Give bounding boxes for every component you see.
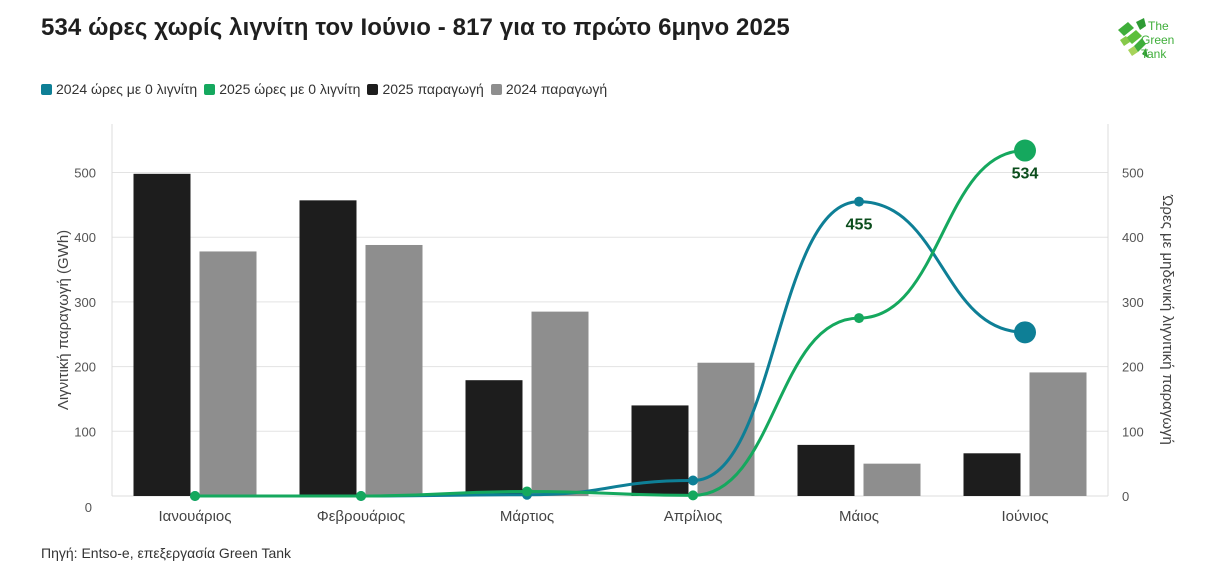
data-label: 534 [1012,166,1039,183]
legend-swatch [367,83,379,95]
x-tick-label: Ιανουάριος [159,508,232,525]
legend-item[interactable]: 2024 ώρες με 0 λιγνίτη [41,81,197,97]
bar-2024 [365,244,423,496]
y2-tick-label: 100 [1122,424,1144,439]
logo-mark-icon [1118,18,1148,58]
bar-2025 [299,200,357,496]
data-label: 455 [846,217,873,234]
y2-tick-label: 300 [1122,295,1144,310]
line-point [1014,321,1036,344]
y2-tick-label: 400 [1122,230,1144,245]
line-point [522,486,532,497]
bar-2024 [531,311,589,496]
line-point [854,196,864,207]
x-tick-label: Ιούνιος [1001,508,1048,525]
chart-title: 534 ώρες χωρίς λιγνίτη τον Ιούνιο - 817 … [41,14,790,41]
logo-text-1: The [1148,19,1169,33]
legend-label: 2024 ώρες με 0 λιγνίτη [56,81,198,97]
bar-2024 [1029,372,1087,496]
y-tick-label: 300 [74,295,96,310]
bar-2024 [199,251,257,496]
x-tick-label: Μάιος [839,508,879,525]
logo-text-2: Green [1141,33,1174,47]
line-point [688,475,698,486]
legend-item[interactable]: 2024 παραγωγή [490,81,608,97]
y-tick-label: 400 [74,230,96,245]
y-tick-label: 0 [85,500,92,515]
legend-item[interactable]: 2025 ώρες με 0 λιγνίτη [204,81,360,97]
y-tick-label: 200 [74,360,96,375]
legend-swatch [490,83,502,95]
line-point [1014,139,1036,162]
logo-text-3: Tank [1141,47,1167,61]
line-point [854,313,864,324]
chart-legend: 2024 ώρες με 0 λιγνίτη 2025 ώρες με 0 λι… [41,81,614,97]
line-point [688,490,698,501]
legend-label: 2025 ώρες με 0 λιγνίτη [219,81,361,97]
line-point [190,491,200,501]
legend-swatch [204,83,216,95]
x-tick-label: Απρίλιος [664,508,723,525]
x-tick-label: Φεβρουάριος [317,508,405,525]
x-tick-label: Μάρτιος [500,508,554,525]
legend-label: 2025 παραγωγή [382,81,484,97]
y2-tick-label: 0 [1122,489,1129,504]
green-tank-logo: The Green Tank [1118,18,1174,61]
legend-item[interactable]: 2025 παραγωγή [367,81,484,97]
line-point [356,491,366,501]
bar-2025 [133,173,191,496]
y2-tick-label: 200 [1122,360,1144,375]
y-tick-label: 100 [74,424,96,439]
source-note: Πηγή: Entso-e, επεξεργασία Green Tank [41,545,292,561]
bar-2025 [465,380,523,496]
legend-swatch [41,83,52,95]
bar-2025 [963,453,1021,496]
bar-2025 [797,444,855,496]
y2-axis-title: Ώρες με μηδενική λιγνιτική παραγωγή [1159,194,1176,445]
bar-2024 [863,463,921,496]
y-tick-label: 500 [74,166,96,181]
y2-tick-label: 500 [1122,166,1144,181]
y-axis-title: Λιγνιτική παραγωγή (GWh) [55,230,72,410]
legend-label: 2024 παραγωγή [505,81,608,97]
